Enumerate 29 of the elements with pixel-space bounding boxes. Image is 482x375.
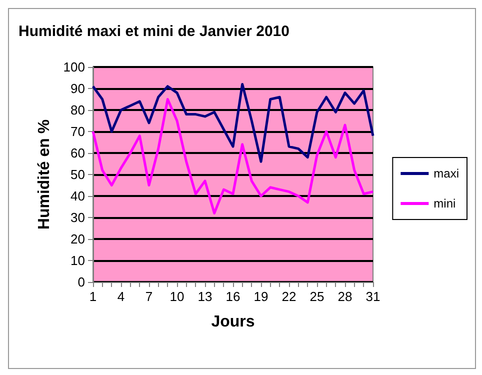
legend-label: maxi <box>434 166 460 180</box>
x-tick-label: 25 <box>310 289 324 304</box>
y-axis-title: Humidité en % <box>36 119 53 230</box>
y-tick-label: 10 <box>70 253 85 268</box>
y-tick-label: 40 <box>70 188 85 204</box>
y-tick-label: 80 <box>70 102 85 118</box>
x-tick-label: 10 <box>170 289 184 304</box>
chart-title: Humidité maxi et mini de Janvier 2010 <box>18 23 290 40</box>
line-series <box>92 98 374 214</box>
x-axis-title: Jours <box>211 314 255 330</box>
x-tick-label: 16 <box>226 289 240 304</box>
x-tick-label: 7 <box>145 289 153 304</box>
x-tick-label: 4 <box>117 289 125 304</box>
x-tick-label: 1 <box>89 289 97 304</box>
legend-label: mini <box>434 196 456 210</box>
y-tick-label: 100 <box>63 60 85 74</box>
x-tick-label: 31 <box>366 289 380 304</box>
x-tick-label: 28 <box>338 289 352 304</box>
line-series <box>92 82 374 163</box>
y-tick-label: 30 <box>70 210 85 225</box>
y-tick-label: 70 <box>70 124 85 139</box>
y-tick-label: 60 <box>70 146 85 160</box>
x-tick-label: 22 <box>282 289 296 304</box>
x-tick-label: 13 <box>198 289 212 304</box>
y-tick-label: 0 <box>78 274 85 290</box>
x-tick-label: 19 <box>254 289 268 304</box>
y-tick-label: 20 <box>70 232 85 246</box>
y-tick-label: 50 <box>70 167 85 182</box>
y-tick-label: 90 <box>70 81 85 96</box>
